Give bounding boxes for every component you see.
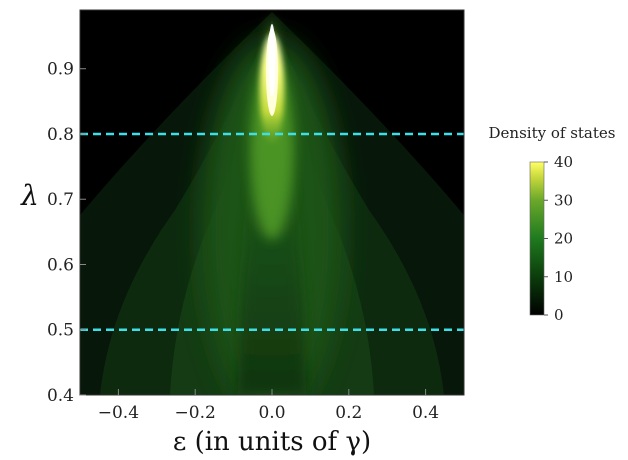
x-tick-label: 0.0 — [258, 403, 285, 423]
x-tick-label: −0.4 — [98, 403, 139, 423]
y-axis-label: λ — [20, 179, 39, 212]
colorbar-tick-label: 40 — [554, 153, 573, 171]
colorbar-tick-label: 20 — [554, 230, 573, 248]
colorbar-gradient — [529, 161, 545, 316]
y-tick-label: 0.9 — [47, 60, 74, 80]
colorbar-tick-label: 30 — [554, 191, 573, 209]
y-tick-label: 0.7 — [47, 190, 74, 210]
y-tick-label: 0.4 — [47, 386, 74, 406]
x-axis-ticks: −0.4 −0.2 0.0 0.2 0.4 — [98, 389, 439, 423]
y-tick-label: 0.8 — [47, 125, 74, 145]
colorbar-tick-label: 0 — [554, 306, 564, 324]
colorbar-ticks: 0 10 20 30 40 — [544, 153, 573, 324]
colorbar-tick-label: 10 — [554, 268, 573, 286]
x-tick-label: 0.4 — [412, 403, 439, 423]
x-axis-label: ε (in units of γ) — [173, 427, 371, 457]
heatmap-area — [80, 10, 464, 395]
y-axis-ticks: 0.4 0.5 0.6 0.7 0.8 0.9 — [47, 60, 86, 406]
heatmap-peak — [268, 24, 276, 96]
x-tick-label: −0.2 — [175, 403, 216, 423]
x-tick-label: 0.2 — [335, 403, 362, 423]
y-tick-label: 0.5 — [47, 321, 74, 341]
colorbar-title: Density of states — [489, 124, 616, 142]
y-tick-label: 0.6 — [47, 255, 74, 275]
colorbar: Density of states 0 10 20 30 40 — [489, 124, 616, 324]
